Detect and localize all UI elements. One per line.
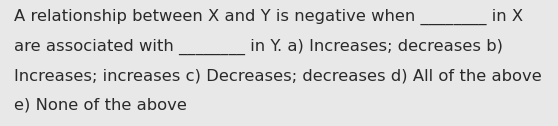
Text: e) None of the above: e) None of the above	[14, 98, 187, 113]
Text: Increases; increases c) Decreases; decreases d) All of the above: Increases; increases c) Decreases; decre…	[14, 68, 542, 83]
Text: A relationship between X and Y is negative when ________ in X: A relationship between X and Y is negati…	[14, 9, 523, 25]
Text: are associated with ________ in Y. a) Increases; decreases b): are associated with ________ in Y. a) In…	[14, 38, 503, 55]
